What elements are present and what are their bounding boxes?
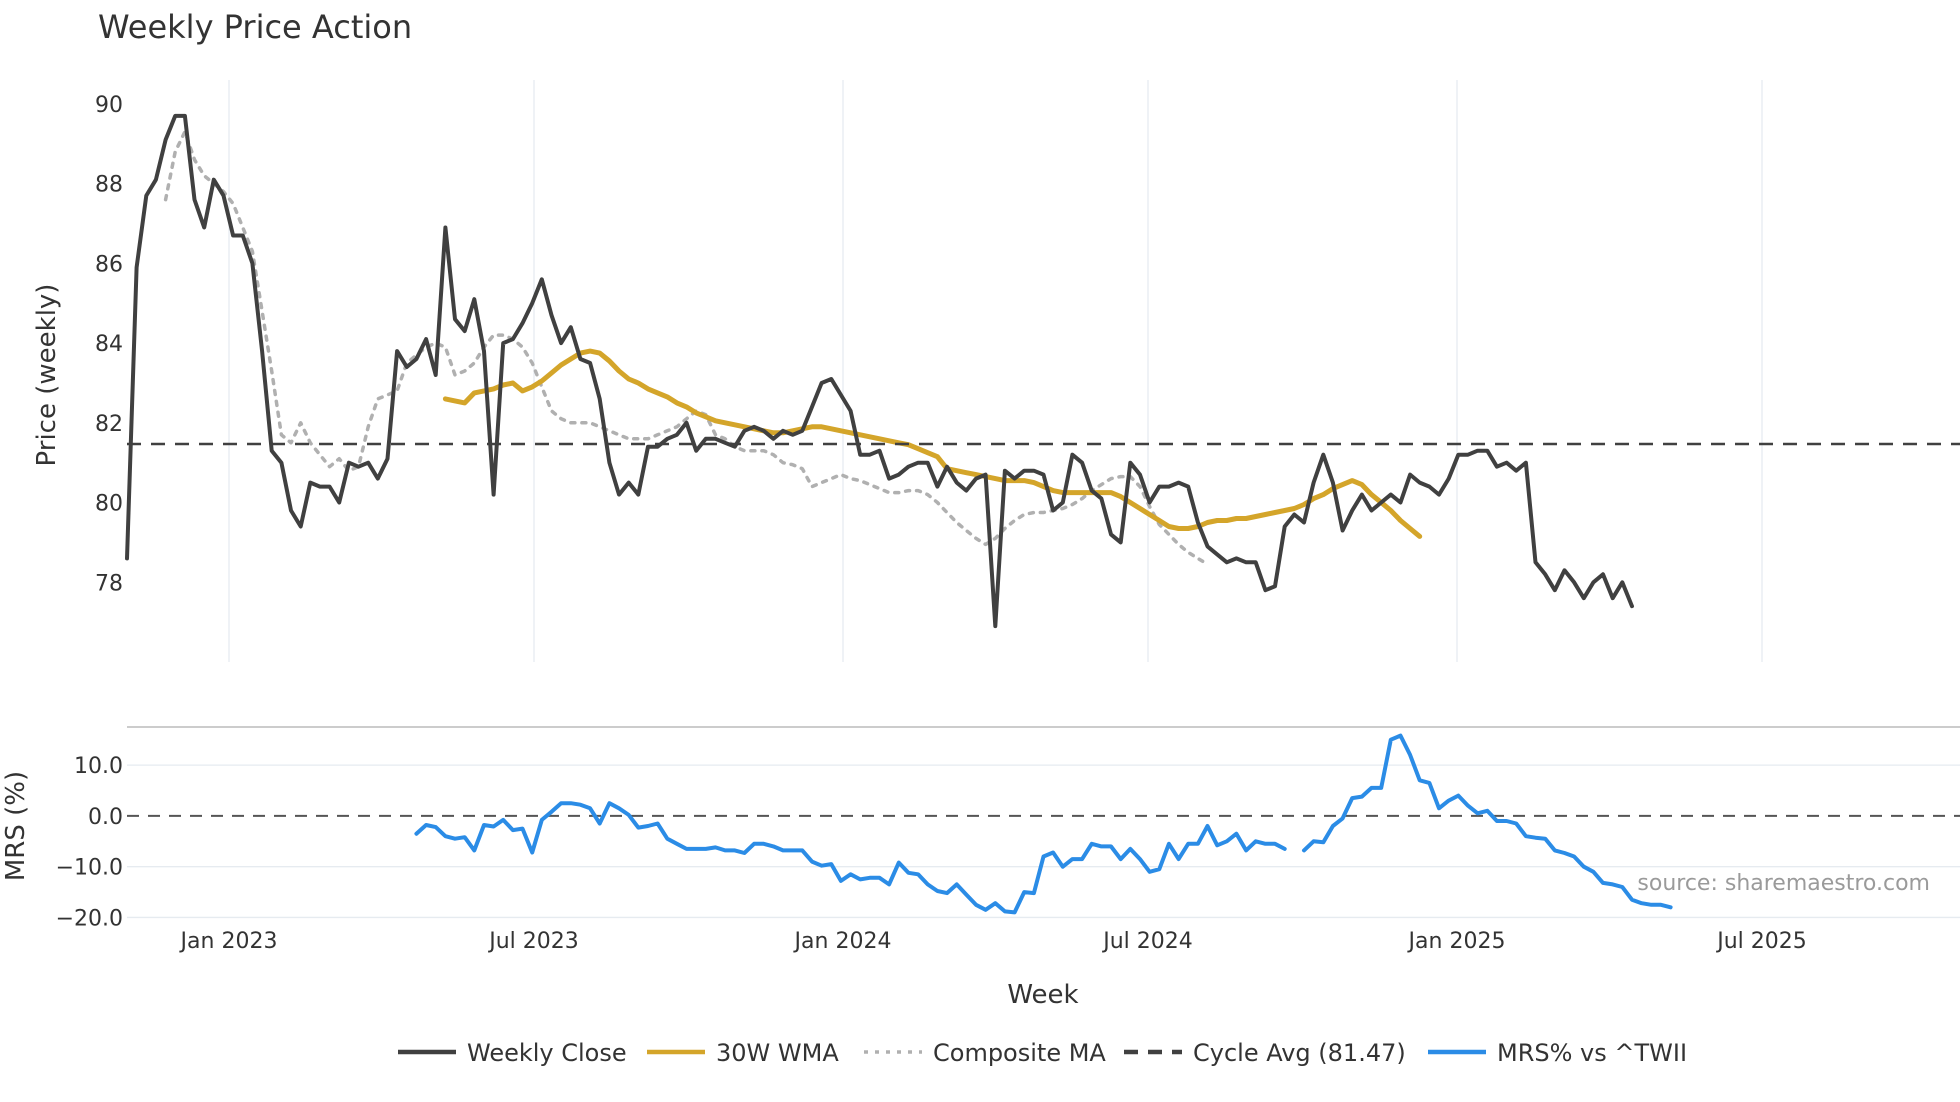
mrs-y-tick-label: −10.0 xyxy=(56,856,123,881)
x-tick-label: Jan 2025 xyxy=(1407,929,1506,954)
price-y-tick-label: 84 xyxy=(95,332,123,357)
mrs-series-line xyxy=(414,801,1287,915)
price-y-tick-label: 86 xyxy=(95,252,123,277)
mrs-series-line xyxy=(1302,733,1673,910)
mrs-series xyxy=(414,733,1673,915)
series-line xyxy=(163,130,1210,567)
price-gridlines xyxy=(228,80,1763,662)
price-y-tick-label: 78 xyxy=(95,571,123,596)
price-y-tick-label: 90 xyxy=(95,93,123,118)
price-y-tick-label: 88 xyxy=(95,173,123,198)
x-ticks: Jan 2023 Jul 2023 Jan 2024 Jul 2024 Jan 2025… xyxy=(179,929,1807,954)
legend-label: MRS% vs ^TWII xyxy=(1497,1039,1687,1067)
mrs-y-tick-label: 0.0 xyxy=(88,805,123,830)
price-y-tick-label: 82 xyxy=(95,412,123,437)
x-tick-label: Jul 2025 xyxy=(1715,929,1807,954)
x-axis-title: Week xyxy=(1007,980,1078,1010)
series-line xyxy=(442,348,1423,539)
chart-title: Weekly Price Action xyxy=(98,8,412,46)
legend-label: Cycle Avg (81.47) xyxy=(1193,1039,1406,1067)
price-y-axis-title: Price (weekly) xyxy=(32,284,62,467)
x-tick-label: Jan 2023 xyxy=(179,929,278,954)
legend-label: 30W WMA xyxy=(716,1039,839,1067)
mrs-y-axis-title: MRS (%) xyxy=(1,771,31,881)
series-line xyxy=(125,113,1634,629)
mrs-y-ticks: −20.0 −10.0 0.0 10.0 xyxy=(56,754,123,931)
legend-label: Composite MA xyxy=(933,1039,1106,1067)
x-tick-label: Jul 2024 xyxy=(1101,929,1193,954)
mrs-gridlines xyxy=(127,764,1960,919)
x-tick-label: Jan 2024 xyxy=(793,929,892,954)
mrs-y-tick-label: 10.0 xyxy=(74,754,123,779)
source-annotation: source: sharemaestro.com xyxy=(1637,871,1930,896)
price-y-tick-label: 80 xyxy=(95,492,123,517)
legend: Weekly Close 30W WMA Composite MA Cycle Avg… xyxy=(398,1039,1687,1067)
mrs-y-tick-label: −20.0 xyxy=(56,906,123,931)
price-y-ticks: 78 80 82 84 86 88 90 xyxy=(95,93,123,596)
x-tick-label: Jul 2023 xyxy=(487,929,579,954)
price-series xyxy=(125,113,1960,629)
legend-label: Weekly Close xyxy=(467,1039,627,1067)
